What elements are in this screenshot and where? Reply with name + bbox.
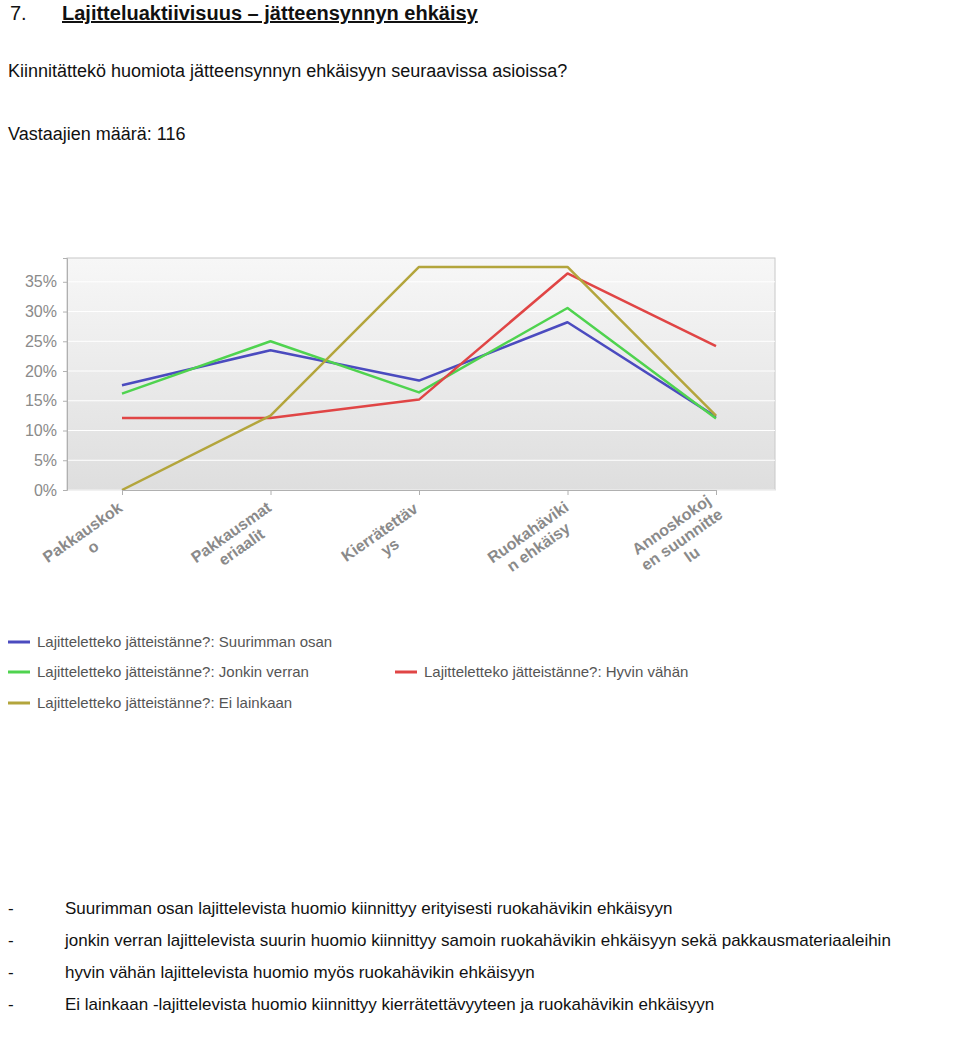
x-tick — [271, 490, 272, 495]
x-tick-mark — [271, 490, 272, 495]
x-tick-labels: Pakkauskoko Pakkausmateriaalit Kierrätettä… — [40, 491, 736, 589]
x-axis — [123, 490, 717, 495]
note-item: - Suurimman osan lajittelevista huomio ki… — [0, 893, 955, 925]
legend-swatch — [8, 671, 30, 674]
x-tick-label: Pakkauskoko — [40, 499, 136, 581]
note-text: Suurimman osan lajittelevista huomio kii… — [65, 899, 673, 918]
legend-swatch — [395, 671, 417, 674]
grid-line — [67, 371, 775, 372]
y-tick-mark — [63, 282, 67, 283]
y-tick-label: 35% — [25, 273, 57, 290]
note-text: hyvin vähän lajittelevista huomio myös r… — [65, 963, 535, 982]
bullet: - — [8, 893, 14, 925]
y-tick: 5% — [34, 452, 67, 469]
x-tick-label: Kierrätettävys — [338, 500, 431, 580]
x-tick-label: Ruokahävikin ehkäisy — [485, 498, 582, 581]
chart: 0%5%10%15%20%25%30%35%PakkauskokoPakkaus… — [0, 0, 960, 860]
y-tick: 30% — [25, 303, 67, 320]
y-tick-mark — [63, 312, 67, 313]
y-tick-label: 25% — [25, 333, 57, 350]
y-tick-label: 15% — [25, 392, 57, 409]
series-line — [122, 308, 716, 419]
x-tick — [122, 490, 123, 495]
grid — [67, 282, 775, 490]
grid-line — [67, 400, 775, 401]
grid-line — [67, 341, 775, 342]
legend: Lajitteletteko jätteistänne?: Suurimman … — [8, 633, 688, 711]
grid-line — [67, 430, 775, 431]
legend-item: Lajitteletteko jätteistänne?: Suurimman … — [8, 633, 332, 650]
y-tick: 25% — [25, 333, 67, 350]
legend-label: Lajitteletteko jätteistänne?: Hyvin vähä… — [424, 663, 688, 680]
y-tick-mark — [63, 371, 67, 372]
note-text: Ei lainkaan -lajittelevista huomio kiinn… — [65, 995, 714, 1014]
y-tick-label: 20% — [25, 363, 57, 380]
x-tick — [568, 490, 569, 495]
x-tick-mark — [122, 490, 123, 495]
y-tick: 15% — [25, 392, 67, 409]
y-tick: 0% — [34, 482, 67, 499]
legend-swatch — [8, 641, 30, 644]
x-tick-label: Annoskokojen suunnittelu — [628, 491, 736, 589]
legend-swatch — [8, 702, 30, 705]
x-tick-mark — [716, 490, 717, 495]
legend-item: Lajitteletteko jätteistänne?: Ei lainkaa… — [8, 694, 292, 711]
y-axis-line — [63, 259, 68, 491]
notes: - Suurimman osan lajittelevista huomio ki… — [0, 893, 955, 1021]
x-tick — [716, 490, 717, 495]
y-tick-label: 5% — [34, 452, 57, 469]
y-tick-mark — [63, 490, 67, 491]
grid-line — [67, 281, 775, 282]
y-tick-label: 0% — [34, 482, 57, 499]
x-tick-label: Pakkausmateriaalit — [188, 498, 285, 581]
legend-item: Lajitteletteko jätteistänne?: Hyvin vähä… — [395, 663, 688, 680]
note-item: - hyvin vähän lajittelevista huomio myös … — [0, 957, 955, 989]
section-number: 7. — [10, 2, 27, 25]
note-item: - jonkin verran lajittelevista suurin huo… — [0, 925, 955, 957]
series-line — [122, 322, 716, 417]
respondents: Vastaajien määrä: 116 — [8, 124, 185, 145]
y-tick-mark — [63, 401, 67, 402]
legend-label: Lajitteletteko jätteistänne?: Suurimman … — [37, 633, 332, 650]
legend-item: Lajitteletteko jätteistänne?: Jonkin ver… — [8, 663, 309, 680]
y-tick: 35% — [25, 273, 67, 290]
series-line — [122, 267, 716, 490]
x-tick — [419, 490, 420, 495]
x-axis-line — [123, 491, 717, 496]
y-tick-mark — [63, 341, 67, 342]
legend-label: Lajitteletteko jätteistänne?: Ei lainkaa… — [37, 694, 292, 711]
plot-frame — [67, 258, 775, 490]
y-tick-mark — [63, 460, 67, 461]
section-title: Lajitteluaktiivisuus – jätteensynnyn ehk… — [62, 2, 478, 25]
grid-line — [67, 460, 775, 461]
bullet: - — [8, 957, 14, 989]
y-tick: 10% — [25, 422, 67, 439]
y-tick: 20% — [25, 363, 67, 380]
question: Kiinnitättekö huomiota jätteensynnyn ehk… — [8, 61, 567, 82]
bullet: - — [8, 925, 14, 957]
y-axis: 0% 5% 10% 15% 20% 25% 30% 35% — [25, 259, 68, 499]
y-tick-label: 10% — [25, 422, 57, 439]
grid-line — [67, 311, 775, 312]
y-tick-mark — [63, 431, 67, 432]
bullet: - — [8, 989, 14, 1021]
x-tick-mark — [568, 490, 569, 495]
legend-label: Lajitteletteko jätteistänne?: Jonkin ver… — [37, 663, 309, 680]
x-tick-mark — [419, 490, 420, 495]
series-line — [122, 273, 716, 418]
note-text: jonkin verran lajittelevista suurin huom… — [65, 931, 891, 950]
series-lines — [122, 267, 716, 490]
y-tick-label: 30% — [25, 303, 57, 320]
note-item: - Ei lainkaan -lajittelevista huomio kiin… — [0, 989, 955, 1021]
